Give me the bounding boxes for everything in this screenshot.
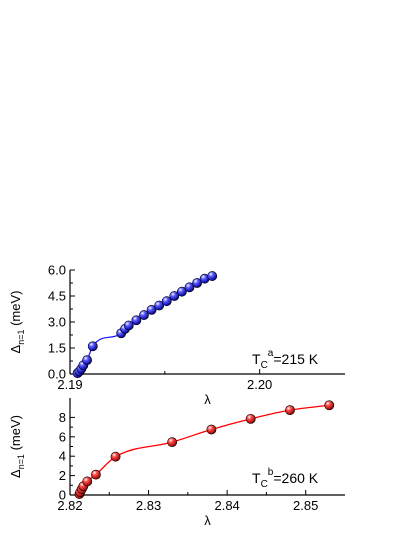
data-point [123, 320, 134, 331]
data-point [131, 315, 142, 326]
data-point [139, 310, 149, 320]
y-tick-label: 4 [59, 449, 66, 464]
y-axis-label: Δn=1 (meV) [8, 415, 26, 478]
data-point [206, 424, 217, 435]
data-point [192, 278, 202, 288]
y-tick-label: 0.0 [48, 367, 66, 382]
data-point [82, 355, 92, 366]
data-point [82, 476, 93, 487]
y-tick-label: 6 [59, 429, 66, 444]
y-tick-label: 0 [59, 488, 66, 503]
x-tick-label: 2.82 [57, 498, 82, 513]
data-point [285, 405, 295, 416]
data-point [245, 413, 256, 424]
panel-bottom-red: 0 2 4 6 8 2.82 2.83 2.84 2.85 λ Δn=1 (meV) TCb=260 … [8, 398, 345, 528]
data-point [324, 400, 335, 411]
x-tick-label: 2.20 [247, 377, 272, 392]
annotation-label: TCa=215 K [252, 348, 319, 371]
data-point [91, 469, 101, 480]
x-tick-label: 2.19 [57, 377, 82, 392]
y-tick-label: 1.5 [48, 341, 66, 356]
annotation-label: TCb=260 K [252, 467, 319, 490]
data-point [146, 304, 157, 315]
y-tick-label: 2 [59, 468, 66, 483]
x-tick-label: 2.85 [293, 498, 318, 513]
data-point [176, 286, 187, 297]
y-tick-label: 4.5 [48, 289, 66, 304]
data-point [207, 271, 218, 281]
x-tick-label: 2.83 [136, 498, 161, 513]
panel-top-blue: 0.0 1.5 3.0 4.5 6.0 2.19 2.20 λ Δn=1 (meV) TCa=21… [8, 263, 345, 407]
data-point [154, 300, 165, 311]
y-tick-label: 8 [59, 410, 66, 425]
data-point [110, 451, 121, 462]
data-point [169, 291, 180, 301]
y-tick-label: 3.0 [48, 315, 66, 330]
y-axis-label: Δn=1 (meV) [8, 291, 26, 354]
data-point [161, 296, 172, 307]
data-point [87, 341, 98, 352]
data-point [167, 437, 178, 448]
x-tick-label: 2.84 [214, 498, 239, 513]
x-axis-label: λ [204, 513, 211, 528]
x-axis-label: λ [204, 392, 211, 407]
y-tick-label: 6.0 [48, 263, 66, 278]
data-point [184, 282, 195, 293]
